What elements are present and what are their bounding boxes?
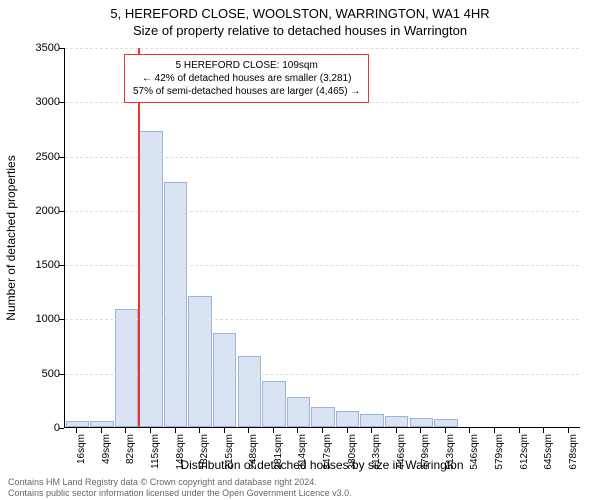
- plot-area: [64, 48, 580, 428]
- x-tick-mark: [469, 428, 470, 433]
- y-tick-label: 3500: [10, 42, 60, 54]
- y-tick-label: 1500: [10, 259, 60, 271]
- x-tick-mark: [396, 428, 397, 433]
- y-tick-label: 2500: [10, 151, 60, 163]
- x-tick-label: 446sqm: [396, 434, 407, 494]
- x-tick-mark: [175, 428, 176, 433]
- x-tick-mark: [568, 428, 569, 433]
- x-tick-label: 413sqm: [371, 434, 382, 494]
- annotation-line1: 5 HEREFORD CLOSE: 109sqm: [133, 59, 360, 72]
- y-tick-mark: [59, 374, 64, 375]
- x-tick-label: 479sqm: [420, 434, 431, 494]
- x-tick-mark: [224, 428, 225, 433]
- x-tick-label: 82sqm: [125, 434, 136, 494]
- x-tick-mark: [76, 428, 77, 433]
- x-tick-label: 215sqm: [224, 434, 235, 494]
- annotation-line3: 57% of semi-detached houses are larger (…: [133, 85, 360, 98]
- histogram-bar: [410, 418, 433, 427]
- x-tick-mark: [101, 428, 102, 433]
- y-tick-mark: [59, 102, 64, 103]
- x-tick-mark: [273, 428, 274, 433]
- property-marker-line: [138, 48, 140, 427]
- y-tick-mark: [59, 48, 64, 49]
- annotation-box: 5 HEREFORD CLOSE: 109sqm← 42% of detache…: [124, 54, 369, 103]
- histogram-bar: [188, 296, 211, 427]
- x-tick-label: 546sqm: [469, 434, 480, 494]
- histogram-bar: [385, 416, 408, 427]
- x-tick-label: 115sqm: [150, 434, 161, 494]
- histogram-bar: [90, 421, 113, 428]
- x-tick-mark: [420, 428, 421, 433]
- x-tick-label: 314sqm: [297, 434, 308, 494]
- histogram-bar: [360, 414, 383, 427]
- gridline: [65, 157, 579, 158]
- histogram-bar: [139, 131, 162, 427]
- histogram-bar: [66, 421, 89, 428]
- y-tick-label: 1000: [10, 313, 60, 325]
- histogram-bar: [213, 333, 236, 427]
- x-tick-mark: [125, 428, 126, 433]
- histogram-bar: [287, 397, 310, 427]
- histogram-bar: [262, 381, 285, 427]
- x-tick-label: 148sqm: [175, 434, 186, 494]
- x-tick-label: 579sqm: [494, 434, 505, 494]
- x-tick-mark: [519, 428, 520, 433]
- histogram-bar: [238, 356, 261, 427]
- histogram-bar: [115, 309, 138, 427]
- histogram-bar: [434, 419, 457, 427]
- y-tick-label: 2000: [10, 205, 60, 217]
- gridline: [65, 211, 579, 212]
- y-tick-mark: [59, 157, 64, 158]
- x-tick-label: 612sqm: [519, 434, 530, 494]
- x-tick-mark: [150, 428, 151, 433]
- y-tick-mark: [59, 428, 64, 429]
- x-tick-label: 380sqm: [347, 434, 358, 494]
- x-tick-mark: [347, 428, 348, 433]
- gridline: [65, 265, 579, 266]
- histogram-bar: [164, 182, 187, 427]
- chart-title-line1: 5, HEREFORD CLOSE, WOOLSTON, WARRINGTON,…: [0, 6, 600, 21]
- y-tick-label: 500: [10, 368, 60, 380]
- histogram-bar: [311, 407, 334, 427]
- gridline: [65, 374, 579, 375]
- x-tick-label: 182sqm: [199, 434, 210, 494]
- x-tick-label: 645sqm: [543, 434, 554, 494]
- x-tick-label: 16sqm: [76, 434, 87, 494]
- x-tick-mark: [322, 428, 323, 433]
- x-tick-mark: [248, 428, 249, 433]
- x-tick-label: 678sqm: [568, 434, 579, 494]
- x-tick-label: 347sqm: [322, 434, 333, 494]
- x-tick-mark: [494, 428, 495, 433]
- x-tick-label: 248sqm: [248, 434, 259, 494]
- histogram-bar: [336, 411, 359, 427]
- x-tick-mark: [297, 428, 298, 433]
- gridline: [65, 48, 579, 49]
- x-tick-mark: [445, 428, 446, 433]
- gridline: [65, 319, 579, 320]
- x-tick-mark: [371, 428, 372, 433]
- y-tick-mark: [59, 211, 64, 212]
- x-tick-mark: [543, 428, 544, 433]
- y-tick-mark: [59, 265, 64, 266]
- x-tick-label: 281sqm: [273, 434, 284, 494]
- chart-title-line2: Size of property relative to detached ho…: [0, 23, 600, 38]
- annotation-line2: ← 42% of detached houses are smaller (3,…: [133, 72, 360, 85]
- y-tick-label: 3000: [10, 96, 60, 108]
- y-tick-mark: [59, 319, 64, 320]
- y-tick-label: 0: [10, 422, 60, 434]
- x-tick-label: 49sqm: [101, 434, 112, 494]
- x-tick-mark: [199, 428, 200, 433]
- x-tick-label: 513sqm: [445, 434, 456, 494]
